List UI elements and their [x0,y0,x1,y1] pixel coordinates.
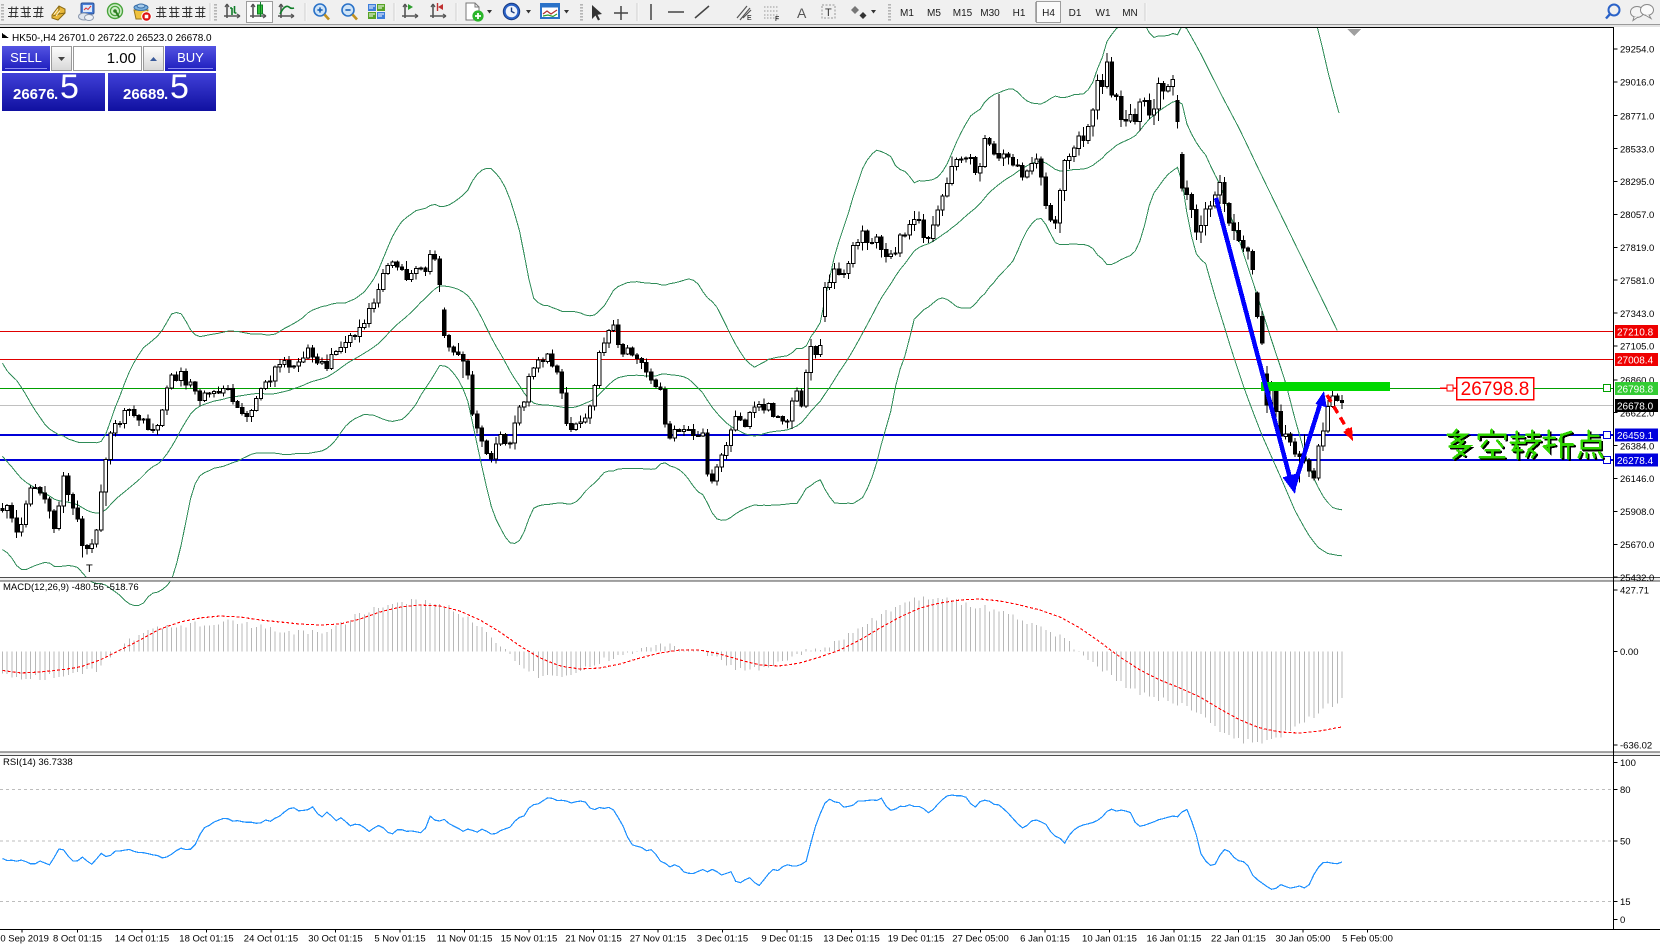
svg-text:50: 50 [1620,837,1631,848]
svg-text:M15: M15 [953,8,973,19]
svg-text:15: 15 [1620,897,1631,908]
svg-text:5 Nov 01:15: 5 Nov 01:15 [374,934,425,945]
svg-text:427.71: 427.71 [1620,586,1649,597]
svg-text:26146.0: 26146.0 [1620,474,1654,485]
svg-text:27 Nov 01:15: 27 Nov 01:15 [630,934,687,945]
svg-text:A: A [797,5,807,21]
svg-text:T: T [86,563,93,575]
svg-text:RSI(14) 36.7338: RSI(14) 36.7338 [3,757,73,768]
svg-text:29016.0: 29016.0 [1620,78,1654,89]
svg-text:27008.4: 27008.4 [1617,355,1654,366]
svg-text:28057.0: 28057.0 [1620,210,1654,221]
svg-text:30 Oct 01:15: 30 Oct 01:15 [308,934,362,945]
svg-text:HK50-,H4 26701.0 26722.0 2652: HK50-,H4 26701.0 26722.0 26523.0 26678.0 [12,33,212,44]
svg-text:10 Jan 01:15: 10 Jan 01:15 [1082,934,1137,945]
svg-text:21 Nov 01:15: 21 Nov 01:15 [565,934,622,945]
svg-text:8 Oct 01:15: 8 Oct 01:15 [53,934,102,945]
svg-text:19 Dec 01:15: 19 Dec 01:15 [888,934,945,945]
svg-text:26384.0: 26384.0 [1620,441,1654,452]
svg-text:E: E [747,15,752,22]
svg-text:0: 0 [1620,915,1625,926]
svg-text:28295.0: 28295.0 [1620,177,1654,188]
svg-text:26678.0: 26678.0 [1617,401,1654,412]
svg-text:-636.02: -636.02 [1620,741,1652,752]
svg-text:100: 100 [1620,758,1636,769]
svg-text:13 Dec 01:15: 13 Dec 01:15 [823,934,880,945]
svg-text:M1: M1 [900,8,914,19]
svg-text:3 Dec 01:15: 3 Dec 01:15 [697,934,748,945]
svg-text:6 Jan 01:15: 6 Jan 01:15 [1020,934,1070,945]
svg-text:26798.8: 26798.8 [1461,379,1530,400]
svg-text:M5: M5 [927,8,941,19]
svg-text:MN: MN [1122,8,1138,19]
svg-text:25432.0: 25432.0 [1620,573,1654,584]
svg-text:14 Oct 01:15: 14 Oct 01:15 [115,934,169,945]
svg-text:27 Dec 05:00: 27 Dec 05:00 [952,934,1009,945]
svg-text:22 Jan 01:15: 22 Jan 01:15 [1211,934,1266,945]
svg-text:H4: H4 [1042,8,1055,19]
svg-text:9 Dec 01:15: 9 Dec 01:15 [761,934,812,945]
svg-text:26278.4: 26278.4 [1617,456,1654,467]
svg-text:H1: H1 [1013,8,1026,19]
svg-text:16 Jan 01:15: 16 Jan 01:15 [1147,934,1202,945]
svg-text:M30: M30 [980,8,1000,19]
svg-text:W1: W1 [1096,8,1111,19]
svg-text:26459.1: 26459.1 [1617,431,1654,442]
svg-text:27105.0: 27105.0 [1620,342,1654,353]
svg-text:27343.0: 27343.0 [1620,309,1654,320]
svg-text:25670.0: 25670.0 [1620,540,1654,551]
svg-text:26798.8: 26798.8 [1617,384,1654,395]
svg-text:27210.8: 27210.8 [1617,327,1654,338]
svg-text:30 Sep 2019: 30 Sep 2019 [0,934,49,945]
svg-text:25908.0: 25908.0 [1620,507,1654,518]
svg-text:0.00: 0.00 [1620,647,1639,658]
svg-text:28771.0: 28771.0 [1620,111,1654,122]
svg-text:24 Oct 01:15: 24 Oct 01:15 [244,934,298,945]
svg-text:80: 80 [1620,785,1631,796]
svg-text:18 Oct 01:15: 18 Oct 01:15 [179,934,233,945]
svg-text:27819.0: 27819.0 [1620,243,1654,254]
svg-text:29254.0: 29254.0 [1620,45,1654,56]
svg-text:27581.0: 27581.0 [1620,276,1654,287]
svg-text:11 Nov 01:15: 11 Nov 01:15 [437,934,493,945]
svg-text:30 Jan 05:00: 30 Jan 05:00 [1276,934,1331,945]
svg-text:5 Feb 05:00: 5 Feb 05:00 [1342,934,1393,945]
svg-text:15 Nov 01:15: 15 Nov 01:15 [501,934,558,945]
svg-text:28533.0: 28533.0 [1620,144,1654,155]
svg-text:F: F [775,16,779,23]
svg-text:26622.0: 26622.0 [1620,408,1654,419]
svg-text:MACD(12,26,9) -480.56 -518.76: MACD(12,26,9) -480.56 -518.76 [3,582,139,593]
svg-text:D1: D1 [1069,8,1082,19]
svg-text:26860.0: 26860.0 [1620,376,1654,387]
svg-text:T: T [825,7,832,19]
